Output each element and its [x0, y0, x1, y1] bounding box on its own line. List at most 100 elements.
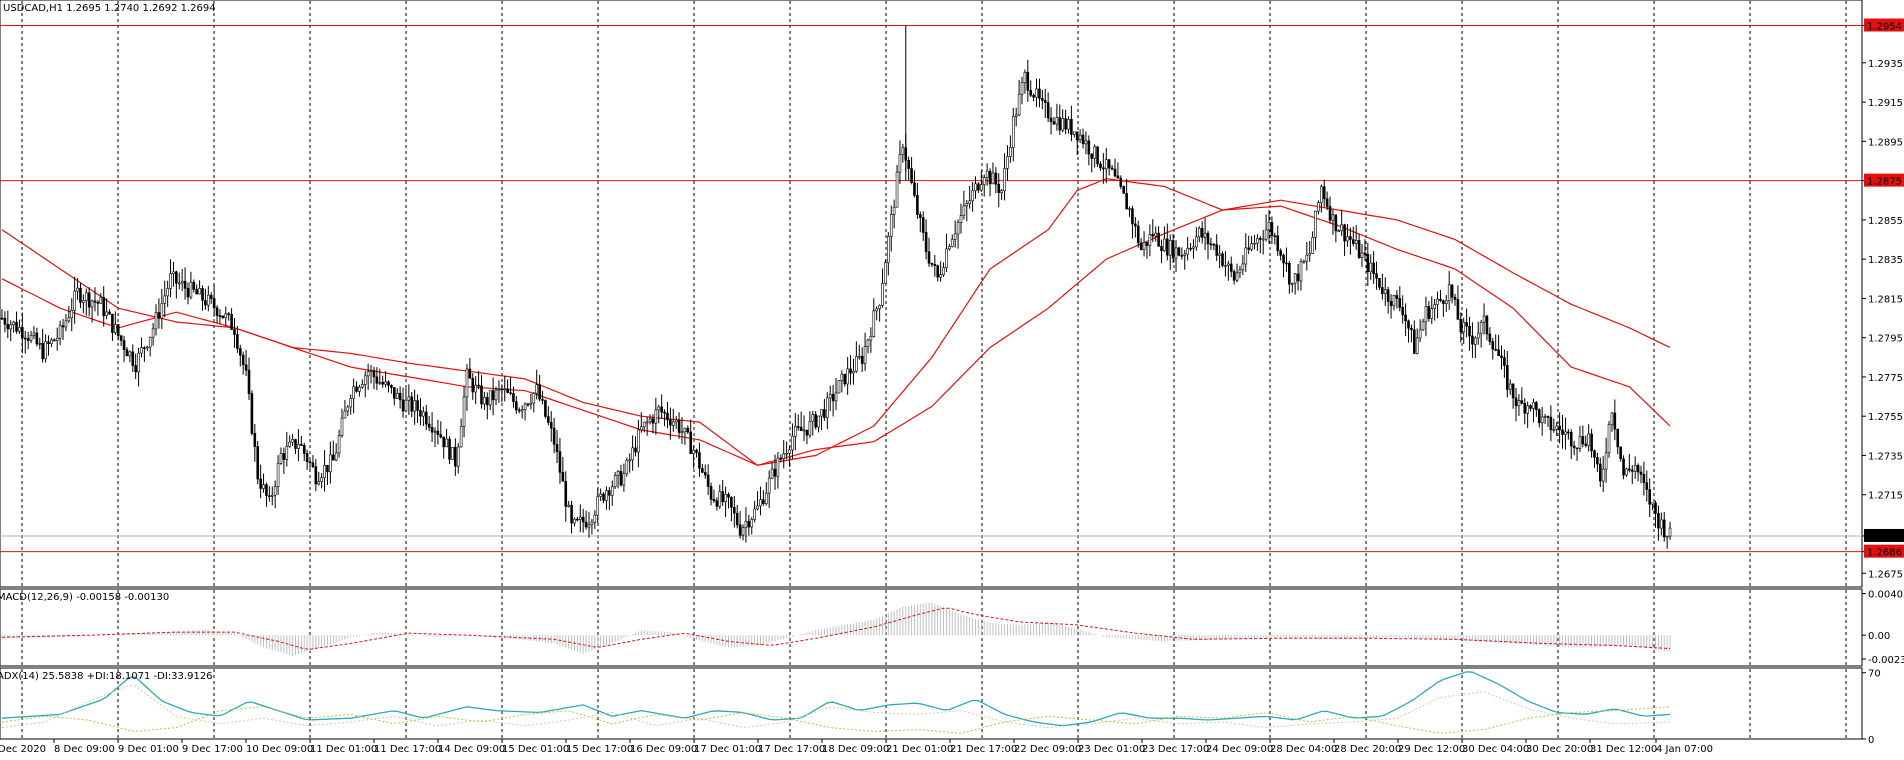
candle-body	[134, 365, 137, 373]
candle-body	[1665, 535, 1669, 538]
macd-axis: 0.00405 0.00 -0.00232	[1862, 590, 1904, 666]
candle-body	[1238, 269, 1242, 274]
candle-body	[1418, 329, 1422, 339]
candle-body	[799, 426, 803, 432]
candle-body	[204, 300, 207, 306]
candle-body	[706, 474, 710, 487]
candle-body	[416, 400, 419, 411]
candle-body	[674, 419, 678, 423]
candle-body	[857, 355, 861, 358]
time-label: 23 Dec 17:00	[1142, 744, 1209, 755]
candle-body	[788, 449, 791, 454]
time-label: 17 Dec 01:00	[694, 744, 761, 755]
candle-body	[1491, 341, 1495, 350]
candle-body	[910, 168, 913, 183]
candle-body	[1616, 428, 1620, 448]
candle-body	[1569, 432, 1573, 447]
candle-body	[160, 303, 164, 319]
candle-body	[828, 393, 832, 399]
macd-title: MACD(12,26,9) -0.00158 -0.00130	[0, 592, 169, 603]
candle-body	[823, 409, 826, 418]
candle-body	[1485, 315, 1489, 335]
price-label: 1.2835	[1868, 255, 1903, 266]
candle-body	[770, 468, 774, 479]
price-label: 1.2935	[1868, 59, 1903, 70]
price-label: 1.2815	[1868, 294, 1903, 305]
candle-body	[1014, 114, 1018, 117]
candle-body	[99, 296, 103, 304]
candle-body	[67, 317, 71, 322]
candle-body	[605, 490, 608, 501]
candle-body	[186, 288, 190, 298]
candle-body	[1383, 289, 1387, 294]
candle-body	[578, 516, 582, 520]
candle-body	[1517, 400, 1521, 407]
candle-body	[866, 339, 870, 347]
candle-body	[953, 233, 957, 240]
candle-body	[32, 332, 36, 336]
macd-signal	[1, 607, 1671, 650]
candle-body	[549, 421, 553, 429]
candle-body	[1227, 263, 1230, 266]
candle-body	[1581, 436, 1585, 445]
candle-body	[1183, 253, 1187, 256]
candle-body	[1160, 246, 1163, 252]
candle-body	[1119, 177, 1123, 187]
candle-body	[442, 436, 446, 448]
candle-body	[826, 397, 829, 418]
candle-body	[1401, 307, 1404, 316]
candle-body	[1508, 383, 1512, 390]
candle-body	[561, 472, 565, 482]
candle-body	[997, 183, 1001, 193]
candle-body	[852, 371, 855, 374]
adx-lines	[1, 671, 1671, 734]
candle-body	[1555, 425, 1559, 430]
candle-body	[764, 492, 768, 505]
candle-body	[779, 457, 783, 460]
candle-body	[1363, 252, 1367, 255]
candle-body	[634, 447, 637, 453]
candle-body	[122, 340, 126, 350]
candle-body	[1151, 233, 1155, 237]
candle-body	[1258, 238, 1262, 240]
candle-body	[1282, 255, 1285, 264]
candle-body	[1506, 365, 1509, 390]
candle-body	[692, 449, 695, 454]
candle-body	[486, 396, 489, 406]
candle-body	[1523, 402, 1527, 414]
candle-body	[1633, 464, 1637, 472]
candle-body	[1195, 236, 1198, 248]
candle-body	[933, 264, 937, 266]
candle-body	[227, 313, 230, 316]
candle-body	[1331, 214, 1335, 221]
candle-body	[311, 462, 315, 467]
candle-body	[1020, 82, 1024, 95]
candle-body	[608, 490, 611, 496]
candle-body	[1604, 452, 1608, 470]
candle-body	[785, 453, 788, 455]
candle-body	[517, 409, 521, 412]
candle-body	[1215, 244, 1219, 256]
candle-body	[1610, 412, 1614, 426]
candle-body	[573, 518, 576, 524]
candle-body	[1482, 315, 1486, 323]
candle-body	[1596, 457, 1599, 465]
candle-body	[756, 505, 759, 510]
candle-body	[503, 388, 507, 391]
candle-body	[1537, 409, 1541, 424]
candle-body	[625, 459, 629, 474]
candle-body	[918, 214, 922, 218]
candle-body	[3, 317, 7, 325]
candle-body	[1218, 253, 1221, 256]
candle-body	[936, 265, 940, 278]
candle-body	[631, 447, 634, 461]
candle-body	[1392, 295, 1396, 307]
candle-body	[1639, 471, 1643, 475]
candle-body	[1439, 298, 1442, 301]
candle-body	[372, 370, 376, 378]
candle-body	[570, 504, 573, 524]
candle-body	[1479, 322, 1483, 334]
time-label: 15 Dec 17:00	[566, 744, 633, 755]
candle-body	[982, 177, 986, 185]
candle-body	[1340, 224, 1343, 232]
